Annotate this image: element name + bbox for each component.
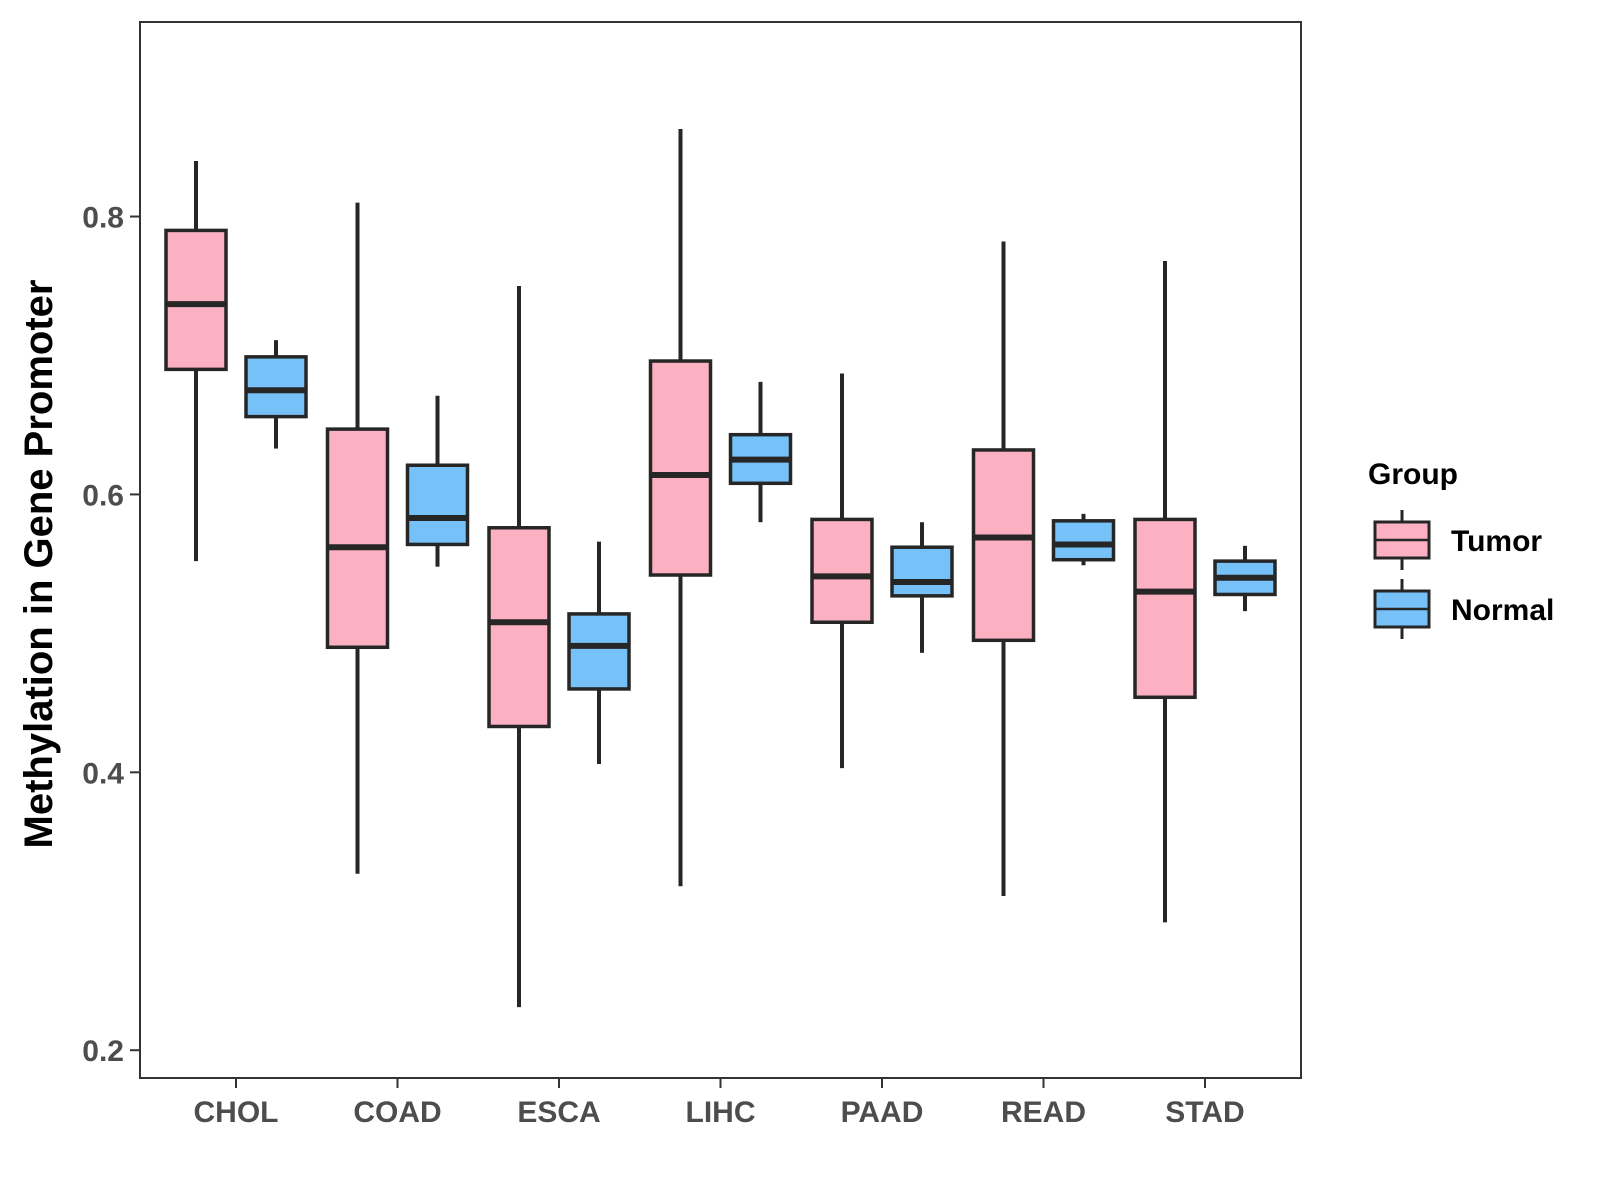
legend-label-normal: Normal bbox=[1451, 594, 1554, 627]
legend-item-normal: Normal bbox=[1373, 579, 1554, 639]
box-stad-tumor bbox=[1133, 260, 1197, 923]
box-body-esca-tumor bbox=[487, 526, 551, 729]
y-tick-label: 0.6 bbox=[82, 479, 124, 512]
legend-item-tumor: Tumor bbox=[1373, 510, 1542, 570]
box-body-coad-normal bbox=[405, 463, 470, 547]
legend-key-tumor bbox=[1373, 510, 1431, 570]
box-paad-tumor bbox=[810, 373, 874, 769]
y-tick-label: 0.2 bbox=[82, 1035, 124, 1068]
box-chol-normal bbox=[244, 340, 308, 449]
box-body-read-normal bbox=[1051, 519, 1116, 562]
y-axis-title: Methylation in Gene Promoter bbox=[17, 280, 61, 849]
box-paad-normal bbox=[890, 522, 954, 653]
x-tick-label-chol: CHOL bbox=[194, 1096, 279, 1129]
x-tick-label-coad: COAD bbox=[353, 1096, 441, 1129]
legend: Group Tumor Normal bbox=[1368, 458, 1554, 639]
legend-title: Group bbox=[1368, 458, 1458, 491]
x-tick-label-read: READ bbox=[1001, 1096, 1086, 1129]
legend-entries: Tumor Normal bbox=[1373, 510, 1554, 639]
box-esca-normal bbox=[567, 541, 631, 764]
box-body-read-tumor bbox=[971, 448, 1036, 643]
x-tick-label-paad: PAAD bbox=[841, 1096, 924, 1129]
box-esca-tumor bbox=[487, 286, 551, 1008]
box-body-esca-normal bbox=[567, 612, 631, 691]
legend-key-normal bbox=[1373, 579, 1431, 639]
y-tick-label: 0.4 bbox=[82, 757, 124, 790]
x-tick-label-esca: ESCA bbox=[517, 1096, 600, 1129]
box-coad-normal bbox=[405, 395, 470, 567]
box-body-chol-tumor bbox=[164, 228, 228, 372]
box-lihc-normal bbox=[728, 381, 793, 523]
boxes-layer bbox=[164, 128, 1277, 1008]
box-body-lihc-tumor bbox=[648, 359, 713, 577]
legend-label-tumor: Tumor bbox=[1451, 525, 1542, 558]
x-axis: CHOL COAD ESCA LIHC PAAD READ STAD bbox=[194, 1078, 1245, 1129]
box-lihc-tumor bbox=[648, 128, 713, 887]
box-body-chol-normal bbox=[244, 355, 308, 419]
box-body-coad-tumor bbox=[325, 427, 390, 650]
box-body-paad-tumor bbox=[810, 517, 874, 625]
y-axis: 0.2 0.4 0.6 0.8 bbox=[82, 202, 140, 1068]
box-body-stad-tumor bbox=[1133, 517, 1197, 700]
box-read-normal bbox=[1051, 513, 1116, 566]
box-chol-tumor bbox=[164, 160, 228, 562]
box-body-paad-normal bbox=[890, 545, 954, 598]
y-tick-label: 0.8 bbox=[82, 202, 124, 235]
box-stad-normal bbox=[1213, 545, 1277, 612]
x-tick-label-stad: STAD bbox=[1165, 1096, 1244, 1129]
x-tick-label-lihc: LIHC bbox=[686, 1096, 756, 1129]
box-coad-tumor bbox=[325, 202, 390, 874]
box-read-tumor bbox=[971, 241, 1036, 896]
